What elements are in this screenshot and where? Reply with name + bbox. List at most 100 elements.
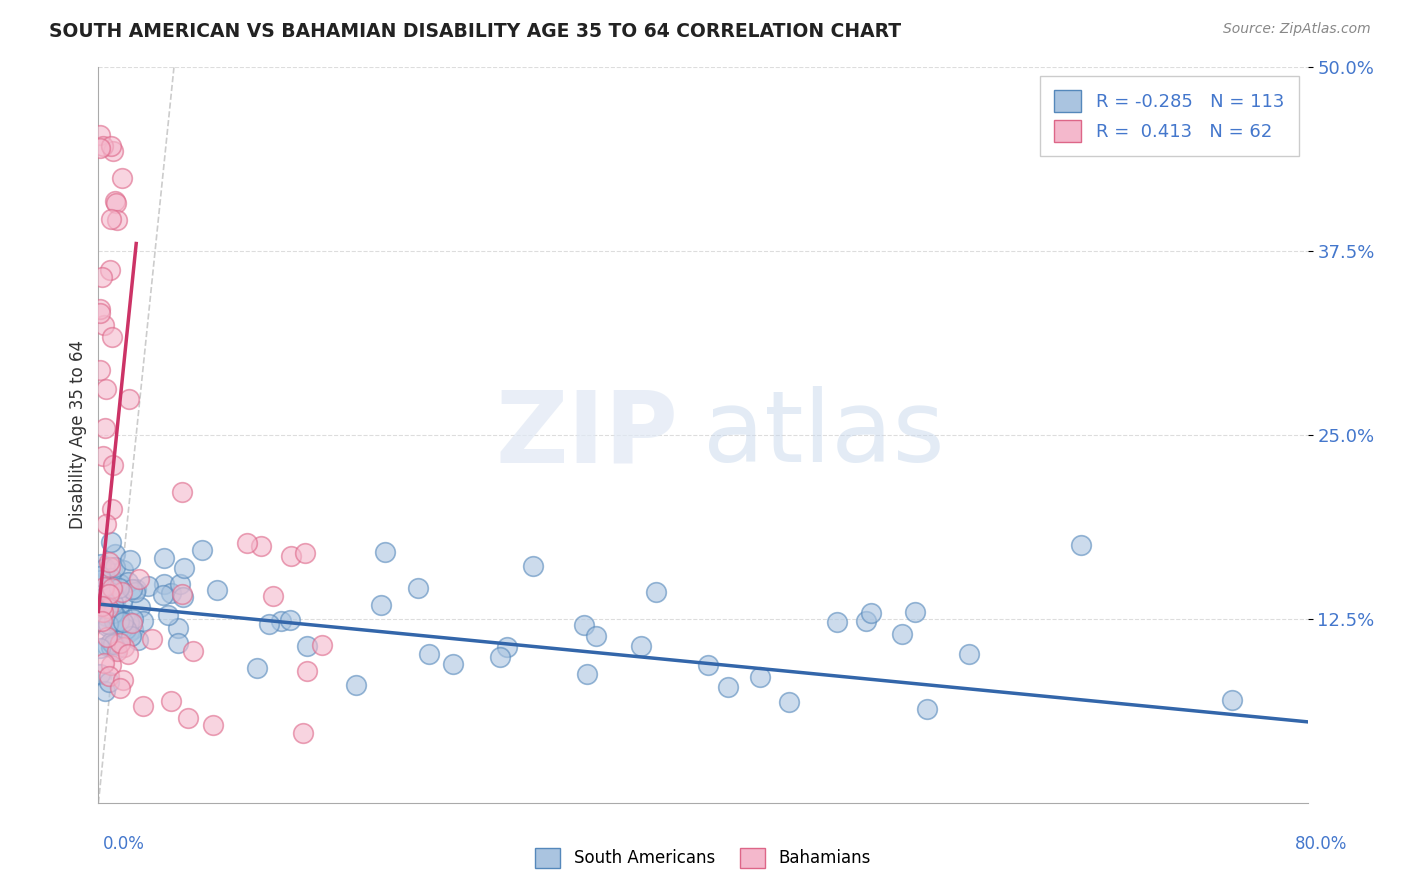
Point (107, 582, 129, 596)
Point (344, 678, 367, 692)
Point (118, 624, 141, 639)
Point (132, 614, 155, 628)
Point (94, 516, 117, 531)
Point (96, 600, 118, 615)
Point (904, 605, 927, 619)
Point (181, 644, 204, 658)
Point (105, 642, 128, 657)
Point (156, 608, 179, 623)
Point (89, 589, 111, 603)
Point (172, 590, 194, 604)
Point (96, 630, 118, 644)
Point (172, 587, 194, 601)
Point (441, 657, 464, 672)
Point (97, 669, 120, 683)
Point (89, 569, 111, 583)
Legend: R = -0.285   N = 113, R =  0.413   N = 62: R = -0.285 N = 113, R = 0.413 N = 62 (1040, 76, 1299, 156)
Point (1070, 538, 1092, 552)
Point (96, 639, 118, 653)
Point (262, 589, 284, 603)
Point (91, 599, 114, 614)
Point (111, 171, 134, 186)
Point (166, 621, 188, 635)
Point (105, 614, 128, 628)
Point (103, 458, 125, 473)
Point (957, 648, 980, 662)
Point (94, 382, 117, 396)
Point (103, 596, 125, 610)
Point (152, 588, 174, 602)
Point (101, 581, 124, 595)
Point (89, 599, 111, 613)
Point (111, 585, 134, 599)
Point (696, 658, 718, 673)
Point (496, 640, 519, 654)
Text: Source: ZipAtlas.com: Source: ZipAtlas.com (1223, 22, 1371, 37)
Point (107, 621, 129, 635)
Point (91, 601, 114, 615)
Text: atlas: atlas (703, 386, 945, 483)
Point (108, 576, 131, 591)
Point (91, 269, 114, 284)
Text: 0.0%: 0.0% (103, 835, 145, 853)
Point (101, 330, 124, 344)
Point (105, 644, 128, 658)
Point (118, 392, 141, 407)
Point (105, 195, 128, 210)
Point (90, 573, 112, 587)
Point (110, 595, 132, 609)
Point (297, 664, 319, 678)
Point (645, 585, 668, 599)
Point (93, 318, 115, 333)
Point (370, 599, 392, 613)
Point (167, 636, 190, 650)
Point (572, 618, 595, 632)
Point (94, 609, 117, 624)
Point (169, 577, 191, 591)
Point (246, 661, 269, 675)
Point (418, 647, 440, 661)
Point (630, 639, 652, 653)
Legend: South Americans, Bahamians: South Americans, Bahamians (529, 841, 877, 875)
Point (104, 194, 127, 209)
Point (716, 680, 738, 694)
Point (89, 306, 111, 320)
Point (97, 575, 120, 590)
Point (93, 580, 115, 594)
Y-axis label: Disability Age 35 to 64: Disability Age 35 to 64 (69, 341, 87, 529)
Point (90, 614, 112, 628)
Point (97, 674, 120, 689)
Point (141, 632, 163, 647)
Point (98, 587, 121, 601)
Point (749, 670, 772, 684)
Point (101, 144, 124, 158)
Text: 80.0%: 80.0% (1295, 835, 1347, 853)
Point (121, 582, 143, 596)
Point (105, 634, 128, 648)
Point (93, 561, 115, 575)
Point (915, 702, 938, 716)
Point (100, 635, 122, 649)
Point (160, 694, 183, 708)
Point (104, 591, 127, 605)
Point (128, 572, 150, 586)
Point (136, 579, 159, 593)
Point (522, 559, 544, 574)
Point (257, 617, 280, 632)
Point (104, 548, 127, 562)
Point (576, 667, 599, 681)
Point (101, 636, 124, 650)
Point (122, 612, 145, 626)
Point (172, 485, 194, 500)
Point (585, 630, 607, 644)
Point (100, 640, 122, 654)
Point (855, 614, 877, 628)
Point (191, 543, 214, 558)
Point (104, 559, 127, 574)
Point (94, 684, 117, 698)
Point (117, 574, 139, 589)
Point (100, 535, 122, 549)
Point (91, 449, 114, 463)
Point (93, 582, 115, 596)
Point (103, 614, 125, 628)
